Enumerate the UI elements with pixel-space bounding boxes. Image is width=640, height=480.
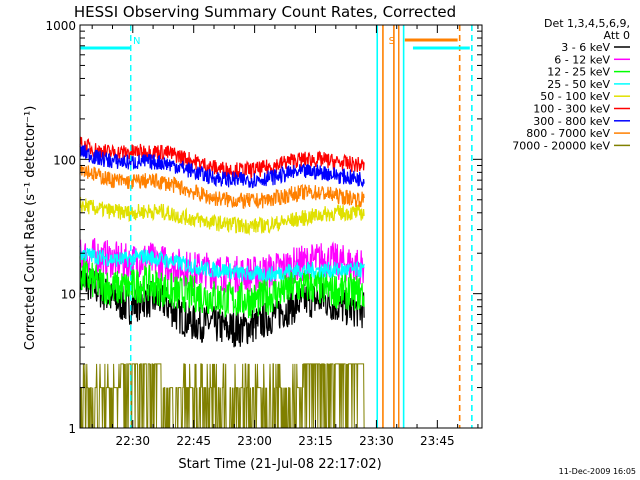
annotation-label-s: S xyxy=(389,36,395,47)
x-tick-label: 23:45 xyxy=(420,434,455,448)
x-axis-label: Start Time (21-Jul-08 22:17:02) xyxy=(178,457,381,472)
legend-label: 6 - 12 keV xyxy=(554,53,610,66)
y-tick-label: 1 xyxy=(68,422,76,436)
y-tick-label: 100 xyxy=(53,153,76,167)
series-line-100-300-kev xyxy=(79,136,365,180)
y-tick-label: 1000 xyxy=(45,19,76,33)
y-axis-label: Corrected Count Rate (s⁻¹ detector⁻¹) xyxy=(23,106,38,351)
plot-frame xyxy=(79,24,483,429)
legend-label: 300 - 800 keV xyxy=(533,115,610,128)
legend-label: 800 - 7000 keV xyxy=(526,127,610,140)
legend-label: 100 - 300 keV xyxy=(533,103,610,116)
series-line-25-50-kev xyxy=(79,245,365,282)
legend-label: 25 - 50 keV xyxy=(547,78,610,91)
legend-label: 12 - 25 keV xyxy=(547,66,610,79)
plot-area: N S 1 10 100 1000 22:30 22:45 23:00 23:15 23:30 23:… xyxy=(45,19,483,448)
series-line-50-100-kev xyxy=(79,196,365,236)
series-line-800-7000-kev xyxy=(79,164,365,210)
series-line-300-800-kev xyxy=(79,144,365,189)
annotation-label-n: N xyxy=(133,36,140,47)
chart-title: HESSI Observing Summary Count Rates, Cor… xyxy=(74,3,456,21)
footer-timestamp: 11-Dec-2009 16:05 xyxy=(559,467,636,476)
legend-header-attenuator: Att 0 xyxy=(604,29,630,42)
x-tick-label: 22:45 xyxy=(176,434,211,448)
legend-label: 3 - 6 keV xyxy=(561,41,610,54)
x-tick-label: 22:30 xyxy=(115,434,150,448)
legend-label: 50 - 100 keV xyxy=(540,90,610,103)
legend-label: 7000 - 20000 keV xyxy=(512,139,610,152)
y-tick-label: 10 xyxy=(61,288,76,302)
x-tick-label: 23:30 xyxy=(359,434,394,448)
legend-header-detectors: Det 1,3,4,5,6,9, xyxy=(544,17,630,30)
series-line-12-25-kev xyxy=(79,256,365,319)
x-tick-label: 23:00 xyxy=(237,434,272,448)
x-tick-label: 23:15 xyxy=(298,434,333,448)
series-line-7000-20000-kev xyxy=(79,363,365,429)
